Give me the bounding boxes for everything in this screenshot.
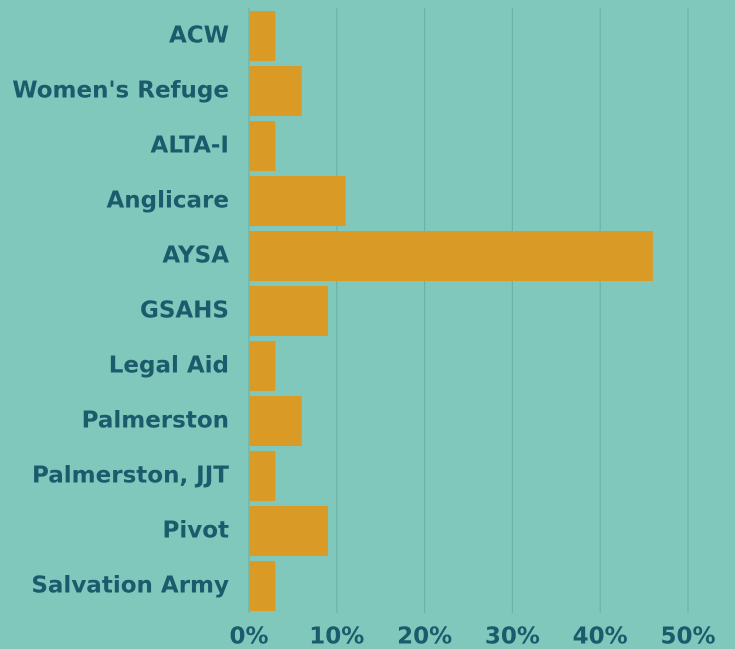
bar <box>249 506 329 556</box>
x-tick-label: 30% <box>485 624 540 649</box>
y-tick-label: Legal Aid <box>109 353 229 379</box>
y-tick-label: Salvation Army <box>31 573 229 599</box>
x-tick-label: 0% <box>229 624 268 649</box>
y-tick-label: ALTA-I <box>151 133 229 159</box>
x-tick-label: 40% <box>573 624 628 649</box>
bar <box>249 396 302 446</box>
x-tick-label: 10% <box>309 624 364 649</box>
bar <box>249 286 329 336</box>
y-tick-label: Women's Refuge <box>12 78 229 104</box>
bar <box>249 11 276 61</box>
bar <box>249 121 276 171</box>
y-tick-label: Pivot <box>162 518 229 544</box>
y-tick-label: Palmerston <box>82 408 229 434</box>
x-tick-label: 50% <box>660 624 715 649</box>
y-tick-label: AYSA <box>162 243 229 269</box>
bar <box>249 231 653 281</box>
bar <box>249 561 276 611</box>
y-tick-label: Anglicare <box>106 188 229 214</box>
bar <box>249 341 276 391</box>
x-tick-label: 20% <box>397 624 452 649</box>
y-tick-label: ACW <box>169 23 229 49</box>
bar <box>249 176 346 226</box>
y-tick-label: Palmerston, JJT <box>32 463 229 489</box>
bar <box>249 451 276 501</box>
y-tick-label: GSAHS <box>140 298 229 324</box>
bar <box>249 66 302 116</box>
